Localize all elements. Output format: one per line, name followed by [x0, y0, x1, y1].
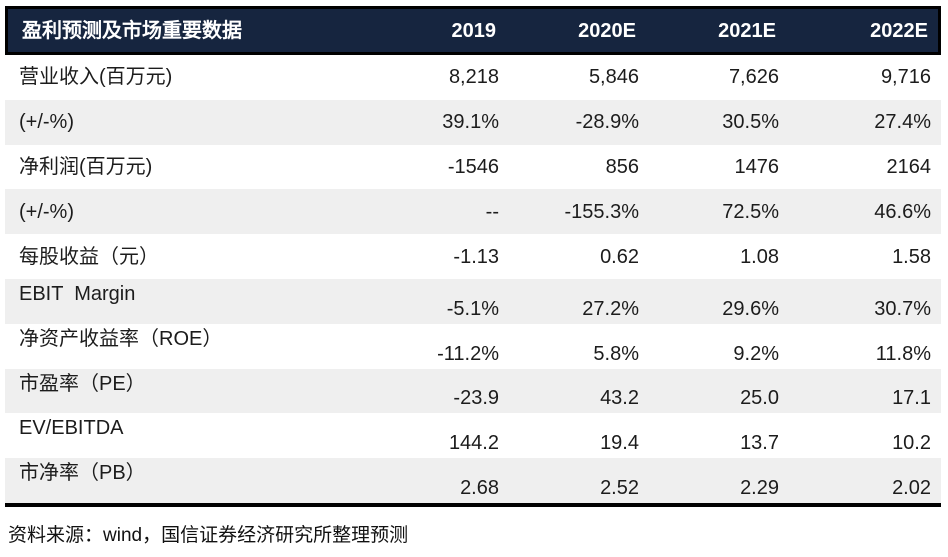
cell-value: 7,626	[728, 66, 779, 89]
cell-value: -5.1%	[446, 297, 499, 320]
cell-value: -1.13	[453, 245, 499, 268]
table-row-roe: 净资产收益率（ROE） -11.2% 5.8% 9.2% 11.8%	[5, 323, 941, 369]
column-header-2022e: 2022E	[870, 19, 928, 42]
cell-value: 30.7%	[874, 297, 931, 320]
column-header-2020e: 2020E	[578, 19, 636, 42]
cell-value: -23.9	[453, 387, 499, 410]
cell-value: 1.58	[892, 245, 931, 268]
table-row-revenue: 营业收入(百万元) 8,218 5,846 7,626 9,716	[5, 55, 941, 100]
cell-value: 2.68	[460, 476, 499, 499]
cell-value: 29.6%	[722, 297, 779, 320]
cell-value: -28.9%	[575, 111, 639, 134]
cell-value: 856	[605, 155, 639, 178]
cell-value: 5,846	[588, 66, 639, 89]
cell-value: 2164	[886, 155, 932, 178]
table-row-pb: 市净率（PB） 2.68 2.52 2.29 2.02	[5, 458, 941, 503]
row-label: (+/-%)	[19, 200, 74, 223]
cell-value: 144.2	[448, 432, 499, 455]
cell-value: 2.52	[600, 476, 639, 499]
table-row-pe: 市盈率（PE） -23.9 43.2 25.0 17.1	[5, 368, 941, 414]
cell-value: 5.8%	[593, 342, 639, 365]
cell-value: -11.2%	[437, 342, 499, 365]
cell-value: -155.3%	[564, 200, 640, 223]
row-label: EV/EBITDA	[19, 417, 124, 440]
cell-value: 13.7	[740, 432, 779, 455]
row-label: 净利润(百万元)	[19, 155, 153, 178]
cell-value: 30.5%	[722, 111, 779, 134]
cell-value: -1546	[447, 155, 499, 178]
cell-value: 25.0	[740, 387, 779, 410]
cell-value: 39.1%	[442, 111, 499, 134]
cell-value: 72.5%	[722, 200, 779, 223]
cell-value: 2.02	[892, 476, 931, 499]
row-label: (+/-%)	[19, 111, 74, 134]
cell-value: 11.8%	[875, 342, 931, 365]
row-label: 营业收入(百万元)	[19, 66, 173, 89]
table-body: 营业收入(百万元) 8,218 5,846 7,626 9,716 (+/-%)…	[5, 55, 941, 507]
cell-value: 9,716	[880, 66, 931, 89]
source-note: 资料来源：wind，国信证券经济研究所整理预测	[8, 524, 409, 546]
row-label: EBIT Margin	[19, 282, 136, 305]
cell-value: 10.2	[892, 432, 931, 455]
table-row-eps: 每股收益（元） -1.13 0.62 1.08 1.58	[5, 234, 941, 279]
cell-value: 19.4	[600, 432, 639, 455]
table-row-net-profit-growth: (+/-%) -- -155.3% 72.5% 46.6%	[5, 189, 941, 235]
column-header-2021e: 2021E	[718, 19, 776, 42]
cell-value: 17.1	[892, 387, 931, 410]
cell-value: 1476	[734, 155, 780, 178]
table-row-net-profit: 净利润(百万元) -1546 856 1476 2164	[5, 144, 941, 190]
cell-value: 27.4%	[874, 111, 931, 134]
cell-value: --	[485, 200, 499, 223]
cell-value: 8,218	[448, 66, 499, 89]
cell-value: 2.29	[740, 476, 779, 499]
table-title: 盈利预测及市场重要数据	[22, 19, 242, 42]
table-header-row: 盈利预测及市场重要数据 2019 2020E 2021E 2022E	[5, 6, 941, 55]
cell-value: 9.2%	[733, 342, 779, 365]
cell-value: 27.2%	[582, 297, 639, 320]
column-header-2019: 2019	[451, 19, 497, 42]
table-row-ebit-margin: EBIT Margin -5.1% 27.2% 29.6% 30.7%	[5, 278, 941, 324]
row-label: 净资产收益率（ROE）	[19, 327, 223, 350]
cell-value: 0.62	[600, 245, 639, 268]
row-label: 每股收益（元）	[19, 245, 159, 268]
table-row-ev-ebitda: EV/EBITDA 144.2 19.4 13.7 10.2	[5, 413, 941, 459]
financial-forecast-table: 盈利预测及市场重要数据 2019 2020E 2021E 2022E 营业收入(…	[5, 6, 941, 507]
row-label: 市盈率（PE）	[19, 372, 146, 395]
cell-value: 46.6%	[874, 200, 931, 223]
cell-value: 1.08	[740, 245, 779, 268]
table-row-revenue-growth: (+/-%) 39.1% -28.9% 30.5% 27.4%	[5, 99, 941, 145]
row-label: 市净率（PB）	[19, 462, 146, 485]
cell-value: 43.2	[600, 387, 639, 410]
